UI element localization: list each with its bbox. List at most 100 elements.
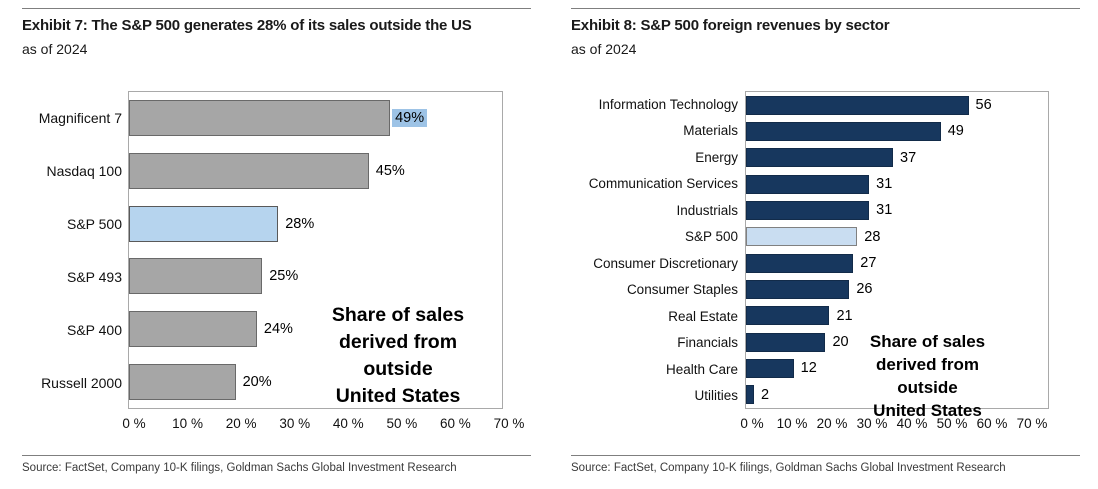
x-tick-label: 20 % (816, 416, 848, 431)
x-axis: 0 % 10 % 20 % 30 % 40 % 50 % 60 % 70 % (740, 416, 1056, 436)
sector-foreign-revenues-chart: Information Technology Materials Energy Com… (571, 91, 1056, 436)
category-label: S&P 500 (684, 229, 738, 245)
bar (746, 332, 826, 352)
bar-row: 49% (129, 92, 502, 145)
index-foreign-sales-chart: Magnificent 7 Nasdaq 100 S&P 500 S&P 493 S&P… (22, 91, 524, 436)
value-label: 28 (864, 228, 881, 245)
highlighted-bar (129, 205, 279, 242)
bar (746, 306, 830, 326)
value-label: 56 (975, 97, 992, 114)
bar-row: 28 (746, 224, 1048, 250)
x-axis: 0 % 10 % 20 % 30 % 40 % 50 % 60 % 70 % (122, 416, 524, 436)
plot-area: 49% 45% 28% 25% 24% 20% Share of sales derived… (128, 91, 503, 409)
value-label: 20 (832, 334, 849, 351)
value-label: 27 (860, 255, 877, 272)
category-label: Materials (683, 123, 738, 139)
bar (746, 279, 850, 299)
x-tick-label: 10 % (776, 416, 808, 431)
x-tick-label: 10 % (172, 416, 203, 431)
bar-row: 20 (746, 329, 1048, 355)
value-label: 37 (900, 149, 917, 166)
bar (746, 358, 794, 378)
value-label: 28% (285, 215, 315, 232)
bar (746, 174, 870, 194)
bar (129, 311, 257, 348)
category-labels: Magnificent 7 Nasdaq 100 S&P 500 S&P 493 S&P… (22, 91, 128, 409)
bar (129, 100, 391, 137)
bottom-rule (571, 455, 1080, 456)
value-label: 31 (876, 176, 893, 193)
annotation-line: Share of sales (869, 332, 986, 351)
bar-row: 56 (746, 92, 1048, 118)
category-label: Industrials (676, 202, 738, 218)
bar (746, 121, 941, 141)
x-tick-label: 60 % (440, 416, 471, 431)
bar-row: 24% (129, 303, 502, 356)
category-label: Communication Services (588, 176, 738, 192)
bottom-rule (22, 455, 531, 456)
bar-row: 31 (746, 171, 1048, 197)
x-tick-label: 30 % (856, 416, 888, 431)
source-note: Source: FactSet, Company 10-K filings, G… (571, 462, 1006, 474)
plot-rows: 56 49 37 31 31 28 27 26 21 20 12 2 (746, 92, 1048, 408)
x-tick-label: 30 % (279, 416, 311, 431)
exhibit-8-title: Exhibit 8: S&P 500 foreign revenues by s… (571, 17, 890, 34)
plot-area: 56 49 37 31 31 28 27 26 21 20 12 2 Share of sales de… (745, 91, 1049, 420)
category-label: Magnificent 7 (38, 109, 122, 126)
exhibit-8-subtitle: as of 2024 (571, 41, 637, 57)
value-label: 2 (760, 386, 770, 403)
category-label: Nasdaq 100 (46, 162, 122, 179)
x-tick-label: 40 % (896, 416, 928, 431)
bar (129, 258, 263, 295)
category-label: Information Technology (598, 96, 738, 112)
bar-row: 20% (129, 355, 502, 408)
bar (746, 200, 870, 220)
bar-row: 2 (746, 382, 1048, 408)
category-label: Financials (677, 335, 738, 351)
value-label: 24% (263, 321, 293, 338)
category-label: Real Estate (668, 308, 738, 324)
annotation: Share of sales derived from outside United … (284, 302, 512, 410)
bar (129, 153, 369, 189)
bar (746, 148, 894, 168)
x-tick-label: 0 % (122, 416, 146, 431)
x-tick-label: 50 % (936, 416, 968, 431)
exhibit-7-title: Exhibit 7: The S&P 500 generates 28% of … (22, 17, 472, 34)
x-tick-label: 20 % (225, 416, 257, 431)
x-tick-label: 40 % (332, 416, 364, 431)
bar-row: 21 (746, 303, 1048, 329)
annotation-line: outside (363, 358, 433, 380)
bar-row: 27 (746, 250, 1048, 276)
bar (746, 253, 854, 273)
highlighted-value-label: 49% (392, 109, 428, 128)
bar-row: 49 (746, 118, 1048, 144)
value-label: 49 (947, 123, 964, 140)
value-label: 25% (269, 268, 299, 285)
category-label: Consumer Staples (626, 282, 738, 298)
annotation-line: United States (335, 385, 461, 407)
category-label: Energy (695, 149, 738, 165)
category-labels: Information Technology Materials Energy Com… (571, 91, 745, 409)
annotation-line: United States (873, 401, 982, 420)
annotation-line: derived from (876, 355, 979, 374)
exhibit-8-panel: Exhibit 8: S&P 500 foreign revenues by s… (549, 0, 1098, 489)
exhibit-7-subtitle: as of 2024 (22, 41, 88, 57)
x-tick-label: 60 % (976, 416, 1008, 431)
value-label: 12 (800, 360, 817, 377)
bar-row: 25% (129, 250, 502, 303)
bar-row: 12 (746, 355, 1048, 381)
value-label: 45% (375, 163, 405, 179)
bar (746, 95, 969, 115)
bar-row: 45% (129, 145, 502, 198)
x-tick-label: 50 % (386, 416, 418, 431)
x-tick-label: 0 % (740, 416, 764, 431)
annotation-line: outside (897, 378, 958, 397)
top-rule (571, 8, 1080, 9)
highlighted-bar (746, 227, 858, 247)
top-rule (22, 8, 531, 9)
category-label: Consumer Discretionary (593, 255, 738, 271)
bar-row: 37 (746, 145, 1048, 171)
x-tick-label: 70 % (493, 416, 525, 431)
value-label: 20% (242, 373, 272, 390)
